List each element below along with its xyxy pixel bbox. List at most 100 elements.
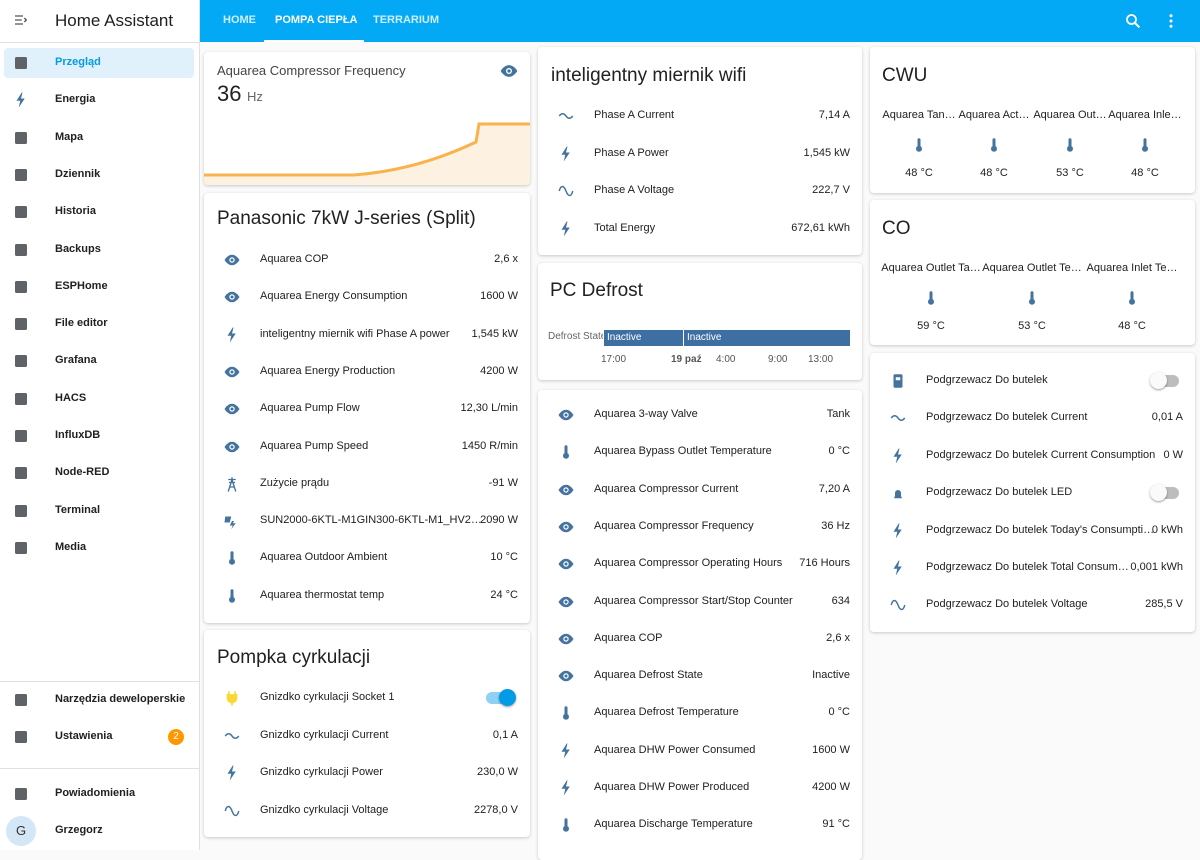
entity-name[interactable]: Aquarea DHW Power Produced [594,781,750,793]
entity-icon [558,409,574,421]
entity-state: 222,7 V [812,184,850,196]
entity-name[interactable]: Aquarea Energy Consumption [260,290,408,303]
entity-state: 24 °C [490,588,518,601]
glance-name[interactable]: Aquarea Inlet Te… [1086,262,1178,274]
entity-name[interactable]: Aquarea Compressor Operating Hours [594,557,783,570]
nav-item[interactable]: Terminal [55,503,101,516]
entity-name[interactable]: Aquarea Compressor Current [594,482,739,495]
nav-item[interactable]: Historia [55,205,96,218]
entity-name[interactable]: Aquarea COP [260,253,329,265]
glance-name[interactable]: Aquarea Act… [958,109,1030,121]
entity-icon [224,732,240,739]
entity-state: 12,30 L/min [460,402,518,415]
glance-card: CO Aquarea Outlet Ta… 59 °C Aquarea Outlet … [870,200,1195,345]
tab[interactable]: TERRARIUM [373,14,439,26]
entity-icon [561,221,570,236]
entity-name[interactable]: Aquarea Compressor Start/Stop Counter [594,594,793,607]
glance-name[interactable]: Aquarea Out… [1033,109,1107,121]
entity-name[interactable]: Gnizdko cyrkulacji Current [260,728,389,741]
axis-label: 19 paź [671,354,702,365]
nav-icon [15,168,27,181]
glance-name[interactable]: Aquarea Outlet Ta… [881,262,981,274]
entity-state: 634 [831,594,850,607]
entity-name[interactable]: Podgrzewacz Do butelek Today's Consumpti… [926,523,1155,536]
entity-name[interactable]: Podgrzewacz Do butelek Voltage [926,598,1088,611]
entity-name[interactable]: Podgrzewacz Do butelek Current [926,411,1088,424]
toggle[interactable] [486,689,516,706]
entity-name[interactable]: Aquarea Outdoor Ambient [260,551,388,564]
nav-item[interactable]: Node-RED [55,466,110,479]
entity-name[interactable]: Aquarea Defrost Temperature [594,706,739,719]
entity-name[interactable]: Aquarea Bypass Outlet Temperature [594,445,772,458]
sensor-value: 36 [217,81,242,106]
entity-icon [224,805,240,816]
nav-item[interactable]: Ustawienia [55,730,113,742]
nav-icon [15,731,27,743]
entity-icon [558,633,574,645]
tab[interactable]: HOME [223,14,256,26]
entity-name[interactable]: Zużycie prądu [260,476,330,489]
avatar[interactable]: G [6,816,36,846]
entity-name[interactable]: Aquarea Discharge Temperature [594,818,753,831]
entity-icon [558,670,574,682]
glance-name[interactable]: Aquarea Tan… [882,109,956,121]
glance-name[interactable]: Aquarea Outlet Te… [982,262,1082,274]
search-icon[interactable] [1124,12,1142,30]
nav-item[interactable]: ESPHome [55,279,108,292]
tab[interactable]: POMPA CIEPŁA [275,14,358,26]
entity-name[interactable]: Aquarea Energy Production [260,364,396,377]
entity-icon [894,490,902,501]
entity-name[interactable]: Aquarea Compressor Frequency [594,519,754,532]
entity-name[interactable]: SUN2000-6KTL-M1GIN300-6KTL-M1_HV2… [260,514,482,527]
nav-item[interactable]: InfluxDB [55,429,101,441]
nav-icon [15,318,27,331]
card-title: Pompka cyrkulacji [217,647,371,668]
nav-item[interactable]: Narzędzia deweloperskie [55,693,186,705]
entity-name[interactable]: Total Energy [594,221,656,234]
entity-name[interactable]: Aquarea Pump Flow [260,402,360,415]
glance-state: 53 °C [1056,167,1084,179]
nav-item[interactable]: Dziennik [55,167,101,180]
entity-name[interactable]: Aquarea thermostat temp [260,588,385,601]
entity-name[interactable]: Aquarea 3-way Valve [594,408,698,420]
nav-item[interactable]: HACS [55,391,87,404]
entity-name[interactable]: Podgrzewacz Do butelek LED [926,486,1073,499]
entity-state: 0,001 kWh [1130,561,1183,573]
entity-name[interactable]: Gnizdko cyrkulacji Socket 1 [260,691,395,703]
card-title: CO [882,218,911,239]
overflow-menu[interactable] [1162,12,1180,30]
nav-item[interactable]: Energia [55,93,96,106]
nav-item[interactable]: Powiadomienia [55,787,136,799]
entity-name[interactable]: Aquarea DHW Power Consumed [594,743,756,756]
entity-name[interactable]: Gnizdko cyrkulacji Power [260,766,383,778]
sensor-card[interactable]: Aquarea Compressor Frequency 36 Hz [204,52,530,185]
entity-name[interactable]: Aquarea Pump Speed [260,439,369,452]
entity-name[interactable]: Phase A Voltage [594,184,675,196]
entity-name[interactable]: Aquarea COP [594,631,663,644]
entity-state: 0,01 A [1151,411,1183,424]
user-name[interactable]: Grzegorz [55,824,103,836]
entity-name[interactable]: Phase A Power [594,146,669,159]
menu-icon[interactable] [13,12,29,28]
entity-name[interactable]: Gnizdko cyrkulacji Voltage [260,803,389,816]
entity-icon [558,558,574,570]
glance-name[interactable]: Aquarea Inle… [1108,109,1182,121]
divider [0,768,199,769]
entity-name[interactable]: Podgrzewacz Do butelek [926,374,1048,386]
nav-item[interactable]: Media [55,540,87,553]
nav-item[interactable]: File editor [55,317,108,330]
nav-item[interactable]: Backups [55,242,101,255]
entity-name[interactable]: inteligentny miernik wifi Phase A power [260,327,450,340]
entity-state: 10 °C [490,551,518,564]
entity-icon [890,415,906,422]
nav-item[interactable]: Grafana [55,354,97,367]
nav-item[interactable]: Mapa [55,130,84,143]
nav-item[interactable]: Przegląd [55,56,101,68]
toggle[interactable] [1150,372,1179,389]
entity-name[interactable]: Phase A Current [594,109,675,121]
entity-name[interactable]: Podgrzewacz Do butelek Current Consumpti… [926,448,1156,461]
entity-name[interactable]: Aquarea Defrost State [594,669,703,682]
entity-name[interactable]: Podgrzewacz Do butelek Total Consum… [926,561,1129,573]
toggle[interactable] [1150,484,1179,502]
badge: 2 [168,729,184,745]
